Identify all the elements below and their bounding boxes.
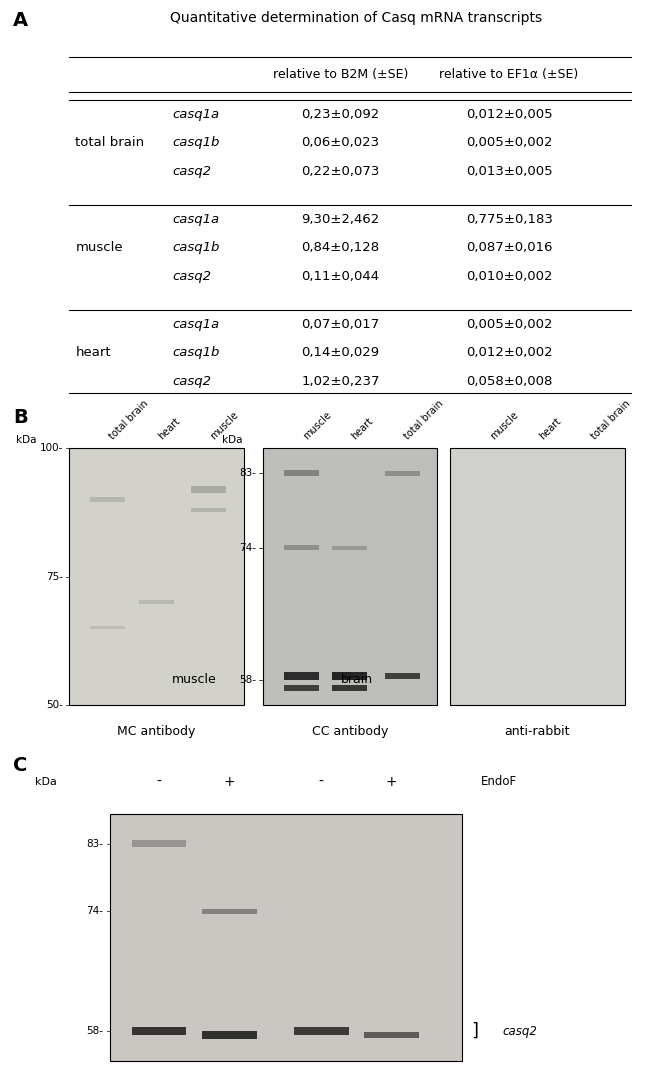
Text: ]: ] (472, 1022, 478, 1040)
Text: heart: heart (75, 346, 111, 359)
Bar (333, 546, 367, 549)
Text: -: - (157, 775, 161, 789)
Text: 0,058±0,008: 0,058±0,008 (466, 375, 552, 387)
Text: casq1a: casq1a (172, 318, 219, 331)
Text: 50-: 50- (46, 700, 63, 709)
Text: A: A (13, 11, 28, 29)
Text: muscle: muscle (172, 672, 216, 685)
Text: 58-: 58- (86, 1026, 103, 1036)
Text: kDa: kDa (16, 435, 36, 445)
Text: 0,22±0,073: 0,22±0,073 (302, 164, 380, 177)
Text: 0,005±0,002: 0,005±0,002 (466, 318, 552, 331)
Text: 74-: 74- (239, 543, 256, 553)
Text: casq2: casq2 (172, 270, 211, 283)
Text: total brain: total brain (402, 399, 445, 442)
Text: kDa: kDa (35, 777, 57, 787)
Bar (385, 471, 420, 475)
Bar (90, 497, 125, 502)
Text: 0,010±0,002: 0,010±0,002 (466, 270, 552, 283)
Text: 0,06±0,023: 0,06±0,023 (302, 136, 380, 149)
Text: relative to EF1α (±SE): relative to EF1α (±SE) (439, 69, 578, 82)
Text: casq1a: casq1a (172, 108, 219, 121)
Bar (294, 1027, 348, 1035)
Text: casq2: casq2 (172, 164, 211, 177)
Text: casq1b: casq1b (172, 346, 220, 359)
Bar (385, 672, 420, 679)
Text: 83-: 83- (239, 468, 256, 479)
Text: +: + (224, 775, 235, 789)
Text: 0,012±0,002: 0,012±0,002 (466, 346, 552, 359)
Text: casq1b: casq1b (172, 136, 220, 149)
Text: 0,005±0,002: 0,005±0,002 (466, 136, 552, 149)
Text: 0,775±0,183: 0,775±0,183 (465, 213, 552, 226)
Text: 0,087±0,016: 0,087±0,016 (466, 242, 552, 255)
Bar (69, 448, 244, 705)
Text: muscle: muscle (301, 410, 333, 442)
Text: heart: heart (350, 417, 376, 442)
Text: 0,23±0,092: 0,23±0,092 (302, 108, 380, 121)
Text: C: C (13, 756, 27, 775)
Text: muscle: muscle (75, 242, 123, 255)
Text: kDa: kDa (222, 435, 242, 445)
Text: 9,30±2,462: 9,30±2,462 (302, 213, 380, 226)
Text: muscle: muscle (488, 410, 520, 442)
Text: Quantitative determination of Casq mRNA transcripts: Quantitative determination of Casq mRNA … (170, 11, 542, 25)
Text: casq1b: casq1b (172, 242, 220, 255)
Bar (365, 1031, 419, 1038)
Text: 1,02±0,237: 1,02±0,237 (302, 375, 380, 387)
Text: total brain: total brain (108, 399, 151, 442)
Bar (450, 448, 625, 705)
Text: casq2: casq2 (503, 1025, 538, 1038)
Text: B: B (13, 408, 28, 426)
Text: MC antibody: MC antibody (118, 725, 196, 738)
Bar (192, 486, 226, 493)
Text: casq2: casq2 (172, 375, 211, 387)
Bar (132, 840, 187, 848)
Text: brain: brain (341, 672, 372, 685)
Bar (333, 685, 367, 692)
Text: casq1a: casq1a (172, 213, 219, 226)
Text: EndoF: EndoF (481, 776, 517, 789)
Text: 83-: 83- (86, 839, 103, 849)
Bar (283, 470, 318, 477)
Text: total brain: total brain (75, 136, 144, 149)
Text: anti-rabbit: anti-rabbit (504, 725, 570, 738)
Text: 0,07±0,017: 0,07±0,017 (302, 318, 380, 331)
Text: heart: heart (537, 417, 563, 442)
Bar (90, 627, 125, 630)
Text: total brain: total brain (590, 399, 632, 442)
Text: 0,11±0,044: 0,11±0,044 (302, 270, 380, 283)
Bar (333, 672, 367, 680)
Text: 0,14±0,029: 0,14±0,029 (302, 346, 380, 359)
Text: relative to B2M (±SE): relative to B2M (±SE) (273, 69, 408, 82)
Bar (283, 545, 318, 551)
Bar (283, 685, 318, 692)
Text: -: - (318, 775, 324, 789)
Text: 100-: 100- (40, 444, 63, 454)
Text: 0,84±0,128: 0,84±0,128 (302, 242, 380, 255)
Bar (263, 448, 437, 705)
Text: muscle: muscle (209, 410, 240, 442)
Text: 74-: 74- (86, 906, 103, 916)
Bar (132, 1027, 187, 1035)
Bar (139, 601, 174, 604)
Text: 75-: 75- (46, 571, 63, 582)
Text: 0,013±0,005: 0,013±0,005 (466, 164, 552, 177)
Bar (192, 508, 226, 512)
Text: heart: heart (157, 417, 182, 442)
Bar (202, 908, 257, 914)
Bar (283, 672, 318, 680)
Text: 58-: 58- (239, 675, 256, 685)
Text: 0,012±0,005: 0,012±0,005 (466, 108, 552, 121)
Bar (202, 1031, 257, 1039)
Bar (110, 814, 462, 1061)
Text: CC antibody: CC antibody (312, 725, 388, 738)
Text: +: + (386, 775, 398, 789)
